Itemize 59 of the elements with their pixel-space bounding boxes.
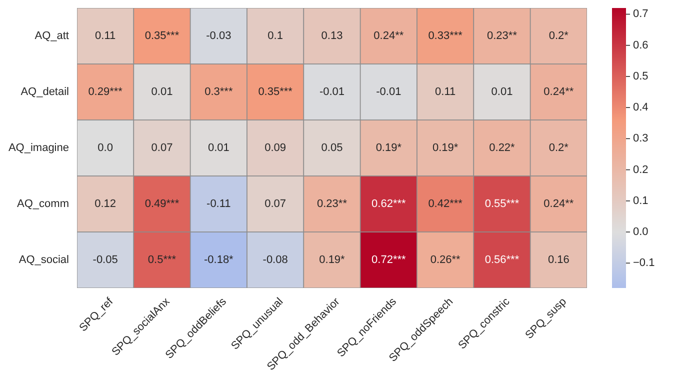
color-bar-label: 0.1 bbox=[633, 194, 648, 207]
data-label: 0.05 bbox=[321, 142, 343, 154]
data-label: 0.12 bbox=[94, 198, 116, 210]
data-label: -0.01 bbox=[319, 86, 345, 98]
y-tick-label: AQ_att bbox=[34, 30, 69, 42]
data-label: 0.01 bbox=[151, 86, 173, 98]
data-label: 0.07 bbox=[264, 198, 286, 210]
y-tick-label: AQ_detail bbox=[20, 86, 69, 98]
data-label: 0.22* bbox=[489, 142, 516, 154]
data-label: 0.19* bbox=[319, 254, 346, 266]
data-label: -0.03 bbox=[206, 30, 232, 42]
data-label: 0.3*** bbox=[204, 86, 234, 98]
data-label: 0.23** bbox=[487, 30, 518, 42]
data-label: 0.07 bbox=[151, 142, 173, 154]
color-bar-label: 0.5 bbox=[633, 70, 648, 82]
data-label: 0.01 bbox=[208, 142, 230, 154]
data-label: 0.56*** bbox=[484, 254, 520, 266]
color-bar-label: 0.7 bbox=[633, 8, 648, 20]
color-bar-label: 0.0 bbox=[633, 226, 648, 238]
color-bar-label: 0.4 bbox=[633, 102, 648, 114]
data-label: 0.1 bbox=[268, 30, 283, 42]
data-label: 0.24** bbox=[374, 30, 404, 42]
data-label: 0.62*** bbox=[372, 198, 407, 210]
data-label: -0.18* bbox=[204, 254, 234, 266]
data-label: 0.33*** bbox=[428, 30, 464, 42]
data-label: 0.09 bbox=[264, 142, 286, 154]
y-tick-label: AQ_imagine bbox=[8, 142, 69, 154]
data-label: 0.55*** bbox=[484, 198, 520, 210]
data-label: 0.16 bbox=[548, 254, 570, 266]
data-label: -0.01 bbox=[376, 86, 402, 98]
data-label: 0.24** bbox=[544, 198, 574, 210]
data-label: 0.42*** bbox=[428, 198, 464, 210]
y-tick-label: AQ_social bbox=[18, 254, 69, 266]
data-label: 0.13 bbox=[321, 30, 343, 42]
data-label: 0.19* bbox=[432, 142, 459, 154]
data-label: -0.08 bbox=[262, 254, 288, 266]
color-bar-label: −0.1 bbox=[633, 257, 655, 270]
data-label: 0.5*** bbox=[148, 254, 177, 266]
data-label: 0.11 bbox=[435, 86, 456, 98]
data-label: 0.29*** bbox=[88, 86, 124, 98]
data-label: -0.05 bbox=[92, 254, 118, 266]
data-label: 0.19* bbox=[376, 142, 402, 154]
data-label: 0.11 bbox=[95, 30, 116, 42]
color-bar-label: 0.3 bbox=[633, 132, 648, 145]
data-label: 0.01 bbox=[491, 86, 513, 98]
data-label: -0.11 bbox=[206, 198, 231, 210]
color-bar-label: 0.6 bbox=[633, 39, 648, 52]
y-tick-label: AQ_comm bbox=[17, 198, 69, 210]
color-bar-label: 0.2 bbox=[633, 164, 648, 176]
data-label: 0.2* bbox=[548, 30, 570, 42]
data-label: 0.26** bbox=[430, 254, 462, 266]
data-label: 0.49*** bbox=[144, 198, 180, 210]
data-label: 0.0 bbox=[98, 142, 113, 154]
data-label: 0.24** bbox=[544, 86, 574, 98]
data-label: 0.35*** bbox=[144, 30, 180, 42]
data-label: 0.2* bbox=[548, 142, 570, 154]
data-label: 0.35*** bbox=[258, 86, 294, 98]
data-label: 0.23** bbox=[317, 198, 348, 210]
data-label: 0.72*** bbox=[372, 254, 407, 266]
